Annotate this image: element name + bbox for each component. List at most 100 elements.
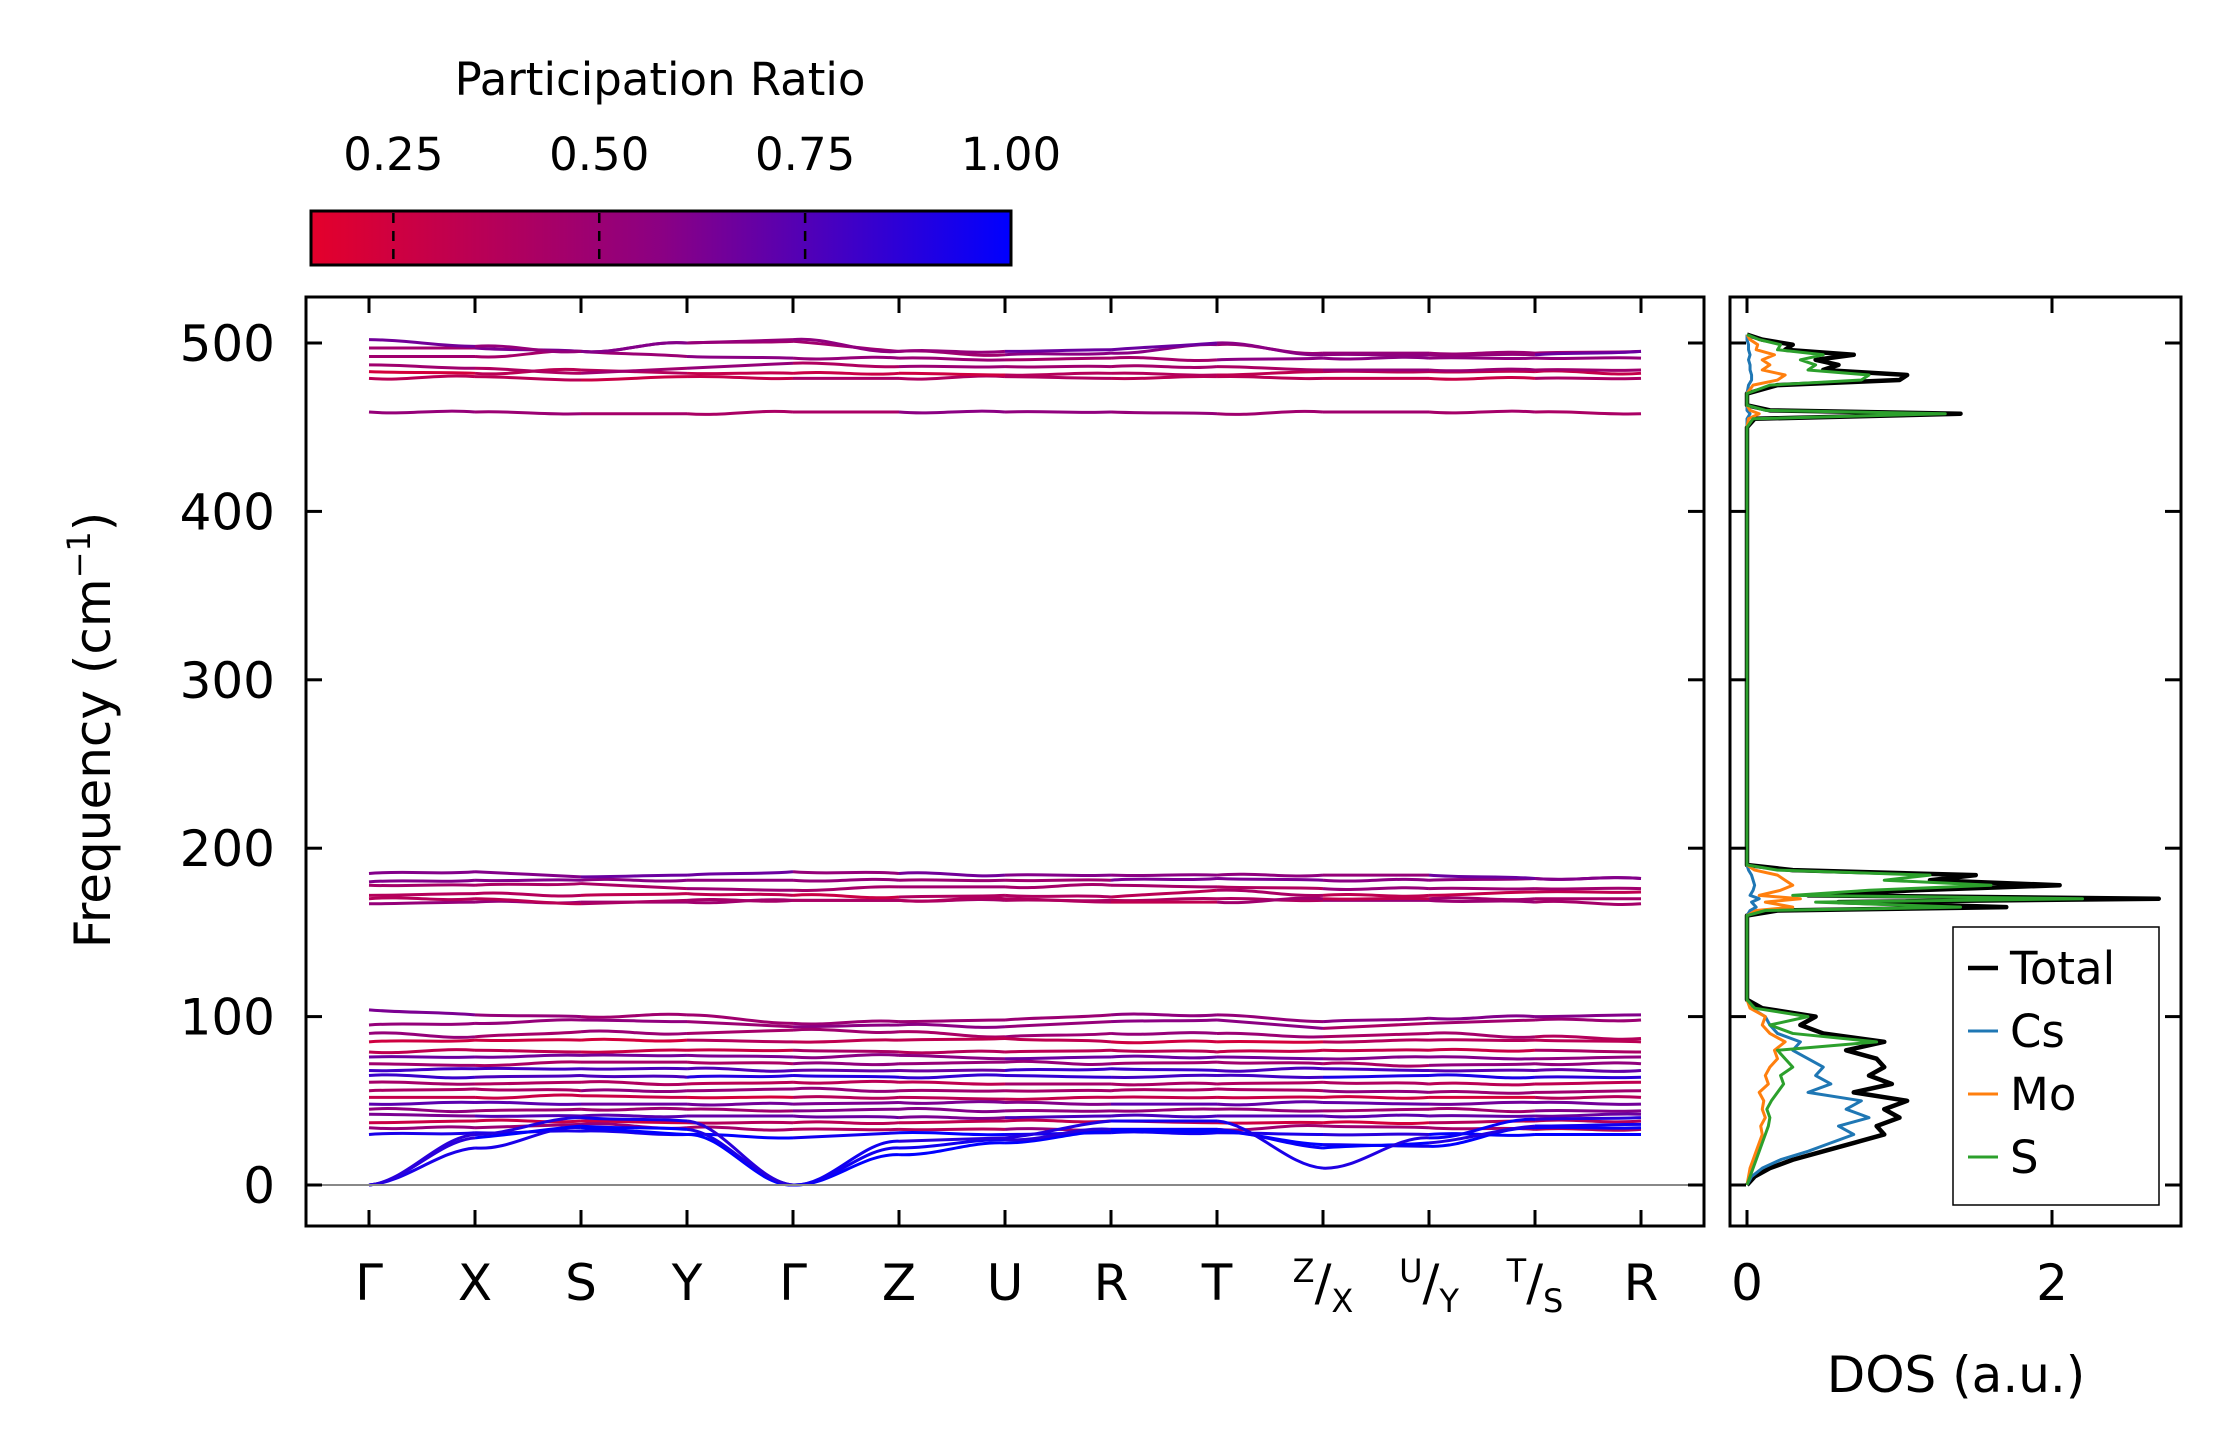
band-y-axis-label: Frequency (cm−1) [60,512,122,949]
band-segment [1004,1127,1112,1142]
band-segment [792,1127,900,1132]
band-segment [1216,1107,1324,1113]
band-segment [1322,1021,1430,1030]
dos-series-cs [1745,334,1871,1186]
band-segment [1534,886,1642,891]
band-segment [368,1107,476,1114]
band-segment [1216,1087,1324,1093]
band-segment [898,349,1006,354]
band-segment [1216,409,1324,416]
band-segment [368,1132,476,1187]
band-segment [368,1048,476,1055]
band-segment [368,409,476,415]
band-segment [686,361,794,370]
band-segment [1110,1067,1218,1072]
band-segment [1110,888,1218,899]
band-segment [792,337,900,354]
band-segment [1216,885,1324,891]
band-segment [580,1106,688,1112]
band-segment [1004,1067,1112,1072]
band-segment [1004,1108,1112,1113]
band-segment [1216,1031,1324,1039]
band-segment [1322,893,1430,898]
band-segment [792,870,900,875]
band-mid-5 [368,876,1642,884]
band-segment [1004,1059,1112,1066]
band-segment [898,1100,1006,1105]
band-segment [898,896,1006,903]
band-segment [686,1013,794,1025]
band-segment [368,870,476,875]
band-segment [1428,896,1536,902]
band-plot-frame [304,295,1706,1228]
band-segment [1216,1073,1324,1079]
band-low-68 [368,1066,1642,1073]
band-segment [1004,364,1112,369]
band-segment [792,885,900,893]
band-segment [1004,878,1112,883]
band-segment [898,1018,1006,1024]
band-segment [1004,1095,1112,1101]
band-x-tick-label: Γ [355,1254,383,1312]
band-segment [792,361,900,369]
band-x-tick-label-upper: Z [1293,1252,1315,1290]
band-segment [1322,1031,1430,1039]
band-segment [898,1030,1006,1039]
band-segment [686,1074,794,1079]
band-optic-high-5 [368,339,1642,357]
band-segment [580,341,688,354]
band-segment [898,1131,1006,1137]
band-segment [792,1131,900,1140]
band-segment [686,870,794,877]
band-segment [1216,1100,1324,1107]
band-segment [580,1029,688,1036]
band-segment [792,1048,900,1054]
colorbar-tick-label: 1.00 [961,128,1061,181]
band-segment [474,1107,582,1113]
band-segment [1428,1031,1536,1039]
band-segment [1004,1119,1112,1140]
band-segment [1534,1122,1642,1128]
band-segment [368,370,476,375]
band-segment [898,1080,1006,1086]
colorbar-tick-label: 0.25 [343,128,443,181]
band-x-tick-label-lower: Y [1438,1282,1459,1320]
band-segment [1322,1061,1430,1068]
band-segment [1534,1112,1642,1118]
band-segment [474,410,582,416]
band-segment [1322,1080,1430,1086]
band-segment [474,1038,582,1043]
band-segment [1534,1013,1642,1019]
dos-series-s [1745,333,2084,1186]
band-segment [474,1013,582,1019]
band-low-52 [368,1093,1642,1101]
band-segment [1004,371,1112,377]
band-x-tick-label-lower: X [1331,1282,1353,1320]
band-segment [368,374,476,381]
band-y-axis-label-close: ) [64,512,122,532]
band-segment [1428,367,1536,373]
band-segment [1534,899,1642,906]
band-lines [368,337,1642,1187]
band-low-56 [368,1086,1642,1095]
band-segment [1110,341,1218,352]
band-segment [1110,896,1218,903]
band-segment [1110,877,1218,882]
band-segment [1428,409,1536,415]
band-segment [580,1048,688,1054]
band-low-45 [368,1106,1642,1114]
band-segment [1428,1117,1536,1140]
band-segment [898,374,1006,381]
band-segment [686,371,794,376]
band-a1-459 [368,409,1642,416]
band-segment [474,882,582,887]
band-segment [686,1095,794,1100]
band-segment [792,893,900,900]
band-segment [1534,1108,1642,1113]
band-segment [686,1101,794,1107]
band-segment [792,1086,900,1093]
band-segment [368,1067,476,1073]
band-segment [474,366,582,375]
band-segment [1322,896,1430,901]
